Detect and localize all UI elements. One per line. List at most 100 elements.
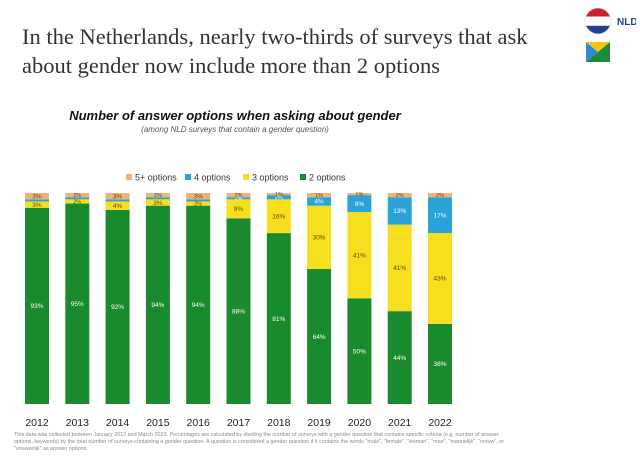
x-tick-label: 2017	[227, 417, 251, 429]
bar-segment	[186, 201, 211, 206]
chart-subtitle: (among NLD surveys that contain a gender…	[141, 125, 329, 134]
chart-title: Number of answer options when asking abo…	[69, 108, 401, 123]
data-label: 4%	[314, 199, 324, 206]
x-tick-label: 2014	[106, 417, 130, 429]
legend-label: 4 options	[194, 173, 231, 183]
bar-segment	[428, 193, 452, 198]
bar-segment	[226, 197, 251, 200]
data-label: 9%	[234, 206, 244, 213]
country-code: NLD	[617, 17, 636, 28]
bar-segment	[387, 311, 412, 404]
x-tick-label: 2018	[267, 417, 291, 429]
x-tick-label: 2016	[187, 417, 211, 429]
bar-segment	[145, 199, 170, 206]
legend-swatch	[185, 174, 191, 180]
legend-swatch	[300, 174, 306, 180]
bar-segment	[347, 211, 372, 299]
data-label: 64%	[313, 334, 326, 341]
bar-segment	[428, 197, 452, 234]
data-label: 2%	[436, 193, 444, 199]
legend-label: 5+ options	[135, 173, 177, 183]
data-label: 2%	[73, 193, 81, 199]
bar-segment	[387, 224, 412, 312]
data-label: 95%	[71, 301, 84, 308]
bar-segment	[266, 195, 291, 200]
data-label: 94%	[192, 302, 205, 309]
data-label: 3%	[32, 193, 42, 200]
bar-segment	[387, 197, 412, 225]
data-label: 3%	[32, 202, 42, 209]
logo: NLD	[584, 7, 636, 62]
bar-segment	[307, 268, 332, 404]
x-tick-label: 2015	[146, 417, 170, 429]
data-label: 13%	[393, 208, 406, 215]
bar-segment	[226, 193, 251, 198]
x-tick-label: 2019	[307, 417, 331, 429]
data-label: 41%	[393, 265, 406, 272]
data-label: 30%	[313, 235, 326, 242]
data-label: 1%	[235, 196, 243, 202]
legend-label: 3 options	[252, 173, 289, 183]
data-label: 2%	[275, 195, 283, 201]
bar-segment	[105, 201, 130, 210]
data-label: 2%	[194, 201, 202, 207]
bar-segment	[226, 218, 251, 404]
bar-segment	[307, 193, 332, 198]
bar-segment	[25, 199, 49, 202]
bar-segment	[105, 193, 130, 200]
bar-segment	[186, 205, 211, 404]
bar-segment	[347, 193, 372, 196]
bar-segment	[428, 323, 452, 404]
bar-segment	[307, 197, 332, 206]
data-label: 2%	[396, 193, 404, 199]
x-tick-label: 2021	[388, 417, 412, 429]
stacked-bar-chart: 5+ options 4 options 3 options 2 options 93%…	[25, 173, 452, 429]
legend-label: 2 options	[309, 173, 346, 183]
bar-segment	[25, 207, 49, 404]
bar-segment	[226, 199, 251, 219]
bar-segment	[266, 233, 291, 404]
data-label: 93%	[30, 303, 43, 310]
data-label: 38%	[433, 361, 446, 368]
x-tick-label: 2020	[348, 417, 372, 429]
bar-segment	[145, 205, 170, 404]
headline: In the Netherlands, nearly two-thirds of…	[22, 24, 528, 78]
data-label: 17%	[433, 212, 446, 219]
bar-segment	[65, 197, 90, 200]
data-label: 43%	[433, 276, 446, 283]
bar-segment	[186, 199, 211, 202]
data-label: 1%	[275, 192, 283, 198]
data-label: 88%	[232, 308, 245, 315]
bar-segment	[186, 193, 211, 200]
x-tick-label: 2013	[66, 417, 90, 429]
data-label: 41%	[353, 253, 366, 260]
bar-segment	[266, 199, 291, 234]
bar-segment	[25, 193, 49, 200]
bar-segment	[145, 193, 170, 198]
bar-segment	[347, 195, 372, 212]
data-label: 1%	[315, 193, 323, 199]
x-tick-label: 2022	[428, 417, 452, 429]
netherlands-flag-icon	[584, 7, 612, 35]
legend-swatch	[243, 174, 249, 180]
data-label: 8%	[355, 201, 365, 208]
bar-segment	[428, 233, 452, 324]
bar-segment	[25, 201, 49, 208]
legend-swatch	[126, 174, 132, 180]
data-label: 2%	[235, 193, 243, 199]
x-tick-label: 2012	[25, 417, 49, 429]
data-label: 16%	[272, 213, 285, 220]
bar-segment	[65, 199, 90, 204]
data-label: 44%	[393, 355, 406, 362]
bar-segment	[65, 203, 90, 404]
data-label: 4%	[113, 203, 123, 210]
bar-segment	[387, 193, 412, 198]
data-label: 2%	[154, 193, 162, 199]
data-label: 50%	[353, 349, 366, 356]
bar-segment	[307, 205, 332, 269]
data-label: 3%	[153, 200, 163, 207]
bar-segment	[65, 193, 90, 198]
brand-mark-icon	[586, 42, 610, 62]
bar-segment	[347, 298, 372, 404]
bar-segment	[105, 209, 130, 404]
